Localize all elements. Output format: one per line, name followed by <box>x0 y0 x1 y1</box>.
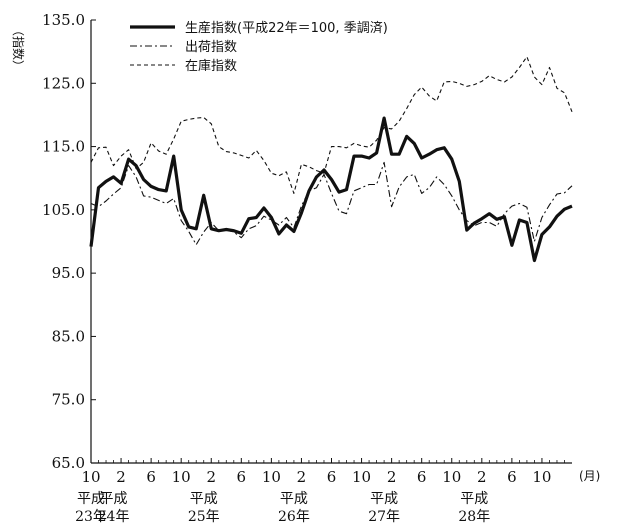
y-tick-label: 75.0 <box>52 391 85 409</box>
year-label-era: 平成 <box>77 491 105 507</box>
series-line-1 <box>90 161 573 246</box>
legend-label-2: 在庫指数 <box>185 59 237 74</box>
year-label-year: 27年 <box>368 509 400 524</box>
y-tick-label: 65.0 <box>52 454 85 472</box>
series-line-0 <box>89 116 573 263</box>
x-tick-label: 10 <box>81 468 100 486</box>
x-tick-label: 10 <box>532 468 551 486</box>
year-label-year: 28年 <box>458 509 490 524</box>
y-tick-label: 85.0 <box>52 327 85 345</box>
y-tick-label: 115.0 <box>42 138 85 156</box>
year-label-year: 25年 <box>188 509 220 524</box>
x-tick-label: 10 <box>352 468 371 486</box>
y-axis-label: （指数） <box>11 24 26 72</box>
x-tick-label: 2 <box>387 468 397 486</box>
legend-label-1: 出荷指数 <box>185 40 237 55</box>
x-tick-label: 6 <box>507 468 517 486</box>
year-label-year: 26年 <box>278 509 310 524</box>
year-label-era: 平成 <box>370 491 398 507</box>
year-label-era: 平成 <box>280 491 308 507</box>
x-tick-label: 2 <box>116 468 126 486</box>
year-label-year: 23年 <box>75 509 107 524</box>
x-tick-label: 6 <box>327 468 337 486</box>
x-tick-label: 10 <box>172 468 191 486</box>
series-layer <box>89 56 573 263</box>
axis-layer <box>90 19 572 464</box>
y-tick-label: 105.0 <box>42 201 85 219</box>
y-tick-label: 125.0 <box>42 74 85 92</box>
x-tick-label: 2 <box>297 468 307 486</box>
x-tick-label: 6 <box>146 468 156 486</box>
y-tick-label: 135.0 <box>42 11 85 29</box>
year-label-era: 平成 <box>190 491 218 507</box>
x-tick-label: 10 <box>262 468 281 486</box>
year-label-era: 平成 <box>460 491 488 507</box>
label-layer: 65.0 75.0 85.0 95.0 105.0 115.0 125.0 135.0 （指数）… <box>11 11 600 524</box>
x-tick-label: 6 <box>417 468 427 486</box>
y-tick-label: 95.0 <box>52 264 85 282</box>
x-tick-label: 2 <box>477 468 487 486</box>
x-tick-label: 2 <box>206 468 216 486</box>
legend-label-0: 生産指数(平成22年＝100, 季調済) <box>185 20 388 36</box>
year-label-year: 24年 <box>98 509 130 524</box>
x-unit-label: (月) <box>579 469 600 483</box>
year-label-era: 平成 <box>100 491 128 507</box>
series-line-2 <box>90 56 573 194</box>
x-tick-label: 6 <box>237 468 247 486</box>
x-tick-label: 10 <box>442 468 461 486</box>
